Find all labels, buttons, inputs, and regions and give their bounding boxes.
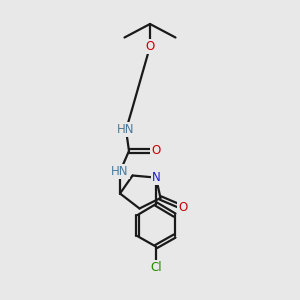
Text: N: N <box>152 171 160 184</box>
Text: HN: HN <box>117 123 135 136</box>
Text: O: O <box>178 201 188 214</box>
Text: O: O <box>146 40 154 53</box>
Text: Cl: Cl <box>150 261 162 274</box>
Text: O: O <box>152 144 160 158</box>
Text: HN: HN <box>111 165 129 178</box>
